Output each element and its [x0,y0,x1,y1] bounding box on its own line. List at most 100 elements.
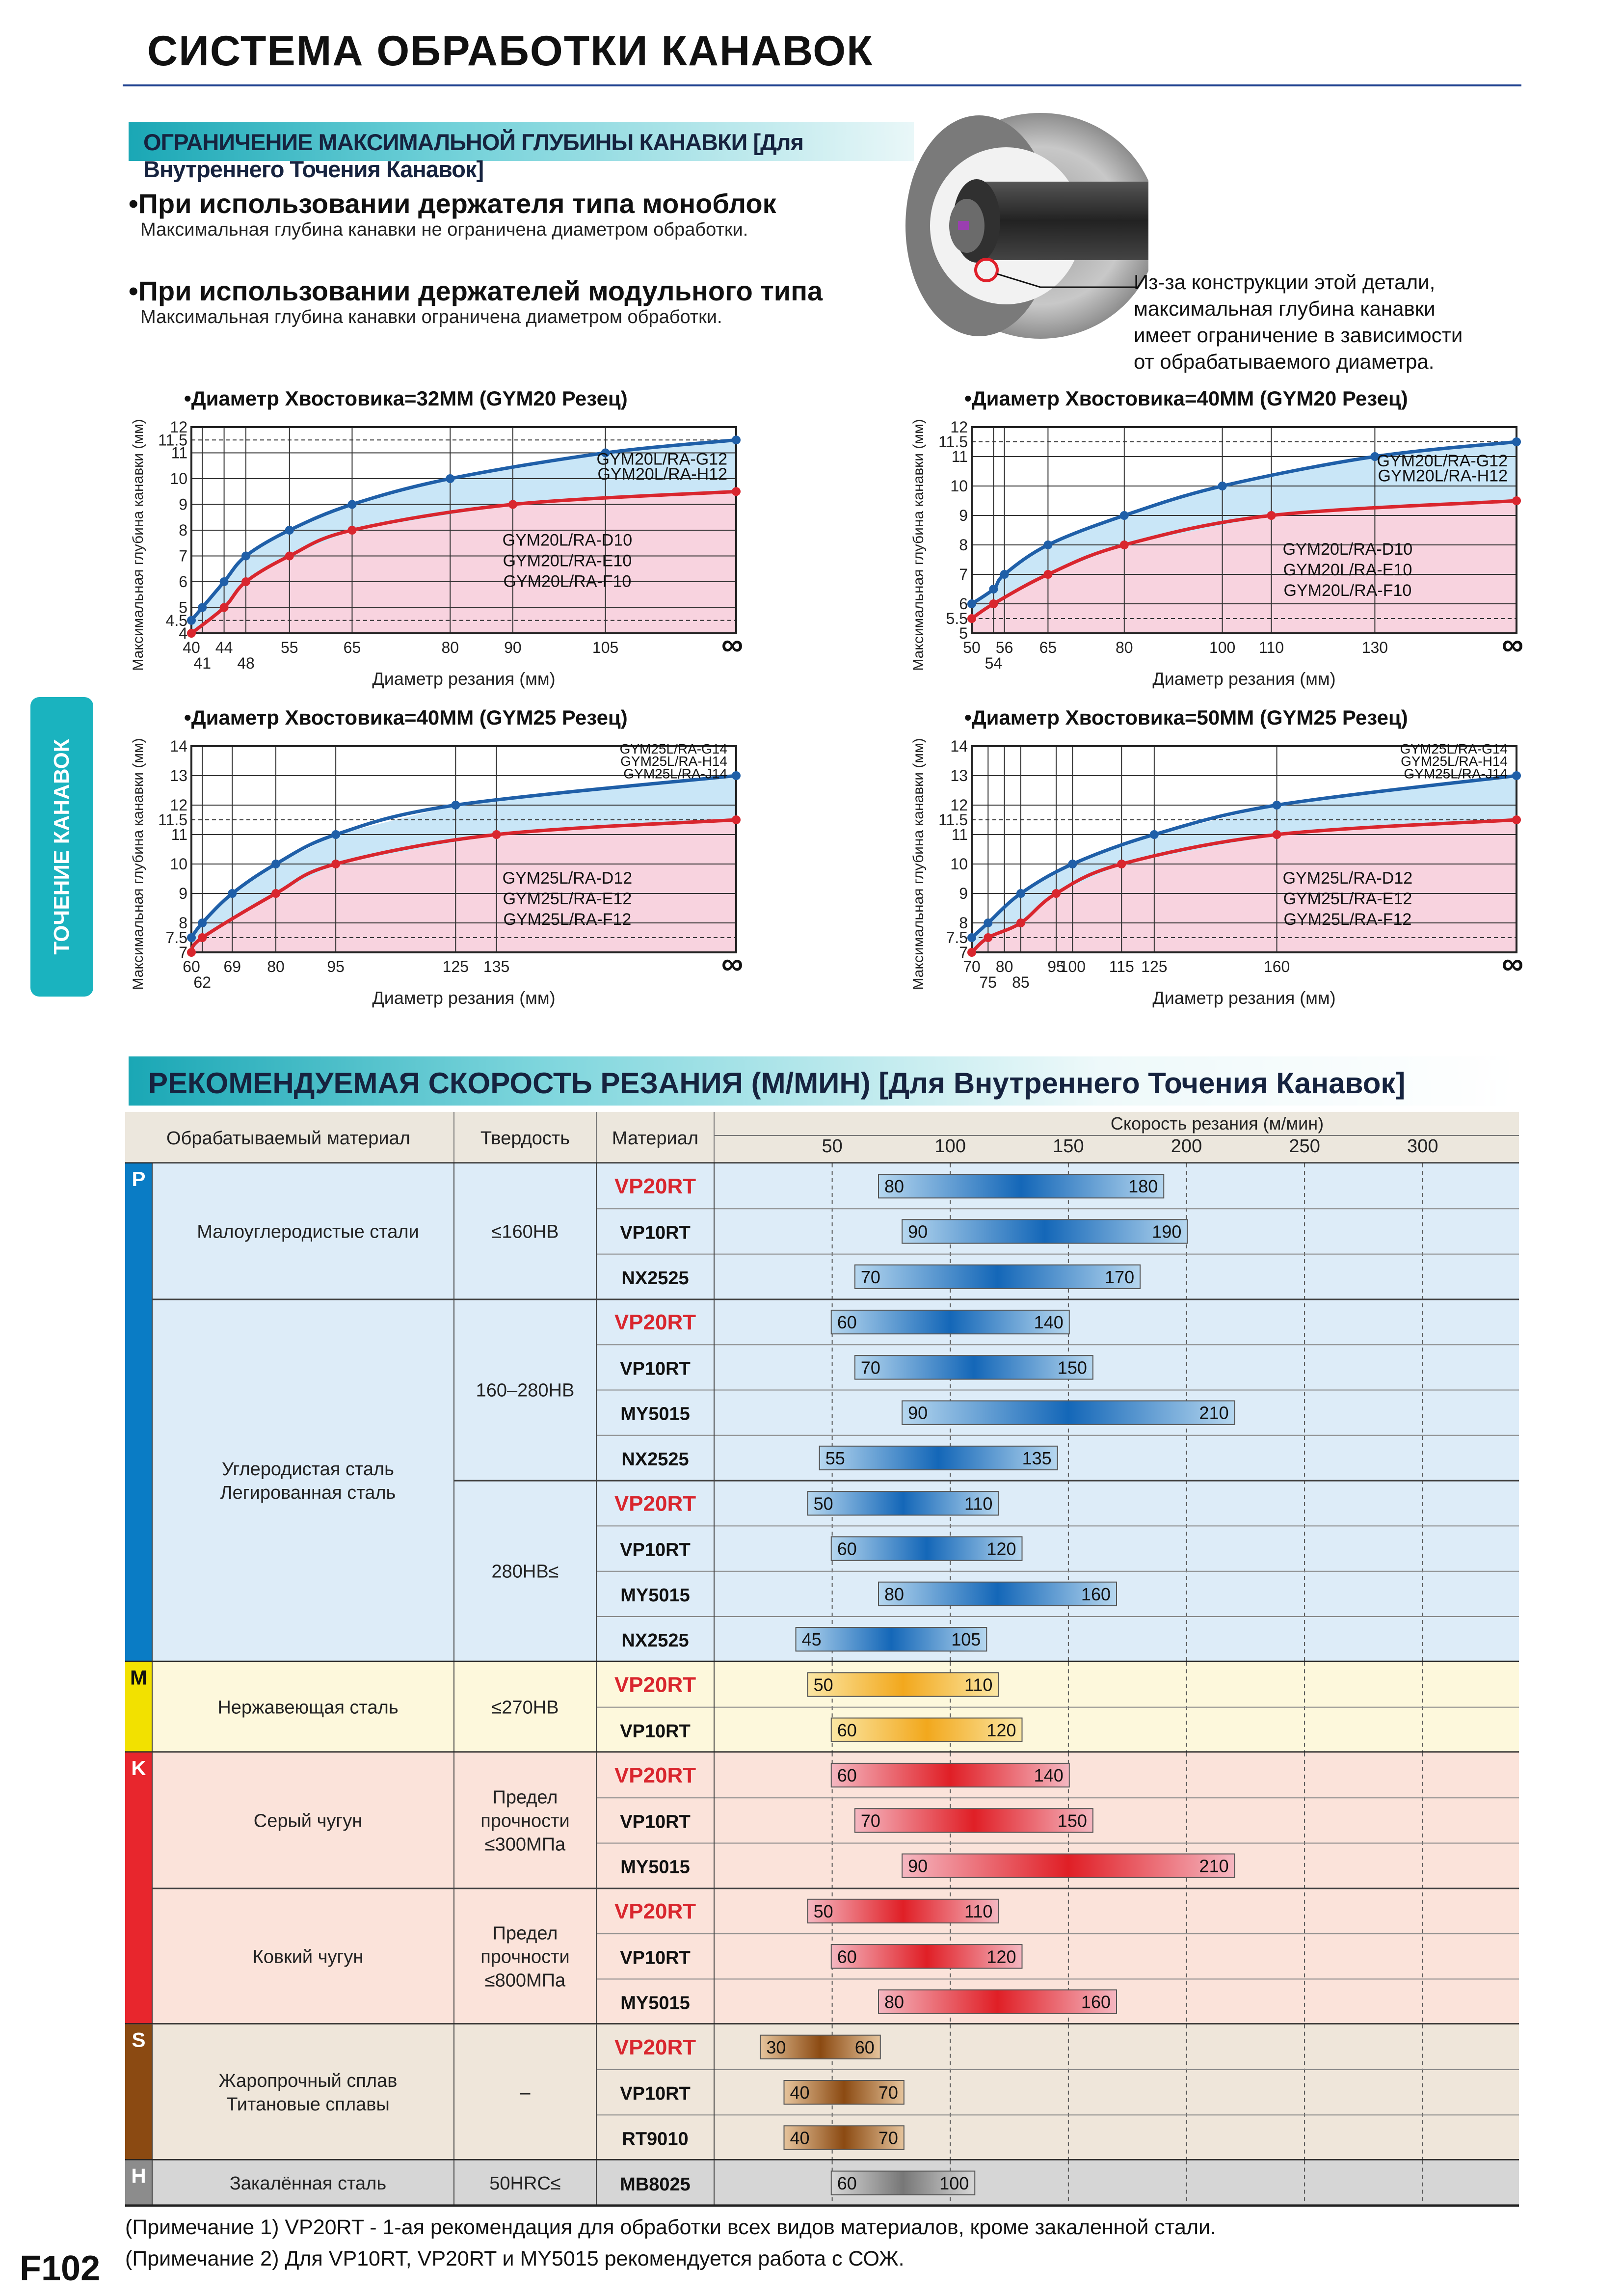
speed-min-label: 60 [837,2173,857,2193]
series-label-blue: GYM25L/RA-H14 [1401,754,1508,769]
page-number: F102 [20,2249,101,2288]
chart-title: •Диаметр Хвостовика=32ММ (GYM20 Резец) [184,387,628,410]
section-heading-depth-text: ОГРАНИЧЕНИЕ МАКСИМАЛЬНОЙ ГЛУБИНЫ КАНАВКИ… [143,129,804,182]
y-tick-label: 6 [959,595,968,613]
grade-name: NX2525 [621,1449,689,1470]
speed-max-label: 100 [939,2173,969,2193]
data-point [271,889,281,898]
chart-svg: •Диаметр Хвостовика=50ММ (GYM25 Резец) 77… [910,706,1523,1008]
x-tick-label: 80 [267,958,285,975]
data-point [198,603,207,612]
x-tick-label: 110 [1259,639,1284,656]
x-tick-label: 60 [183,958,200,975]
x-tick-label: 90 [504,639,522,656]
speed-max-label: 110 [964,1675,992,1695]
series-label-blue: GYM25L/RA-J14 [623,766,727,781]
x-tick-label: 125 [443,958,469,975]
speed-table-svg: Обрабатываемый материал Твердость Материал… [125,1112,1519,2207]
x-tick-label: 70 [963,958,981,975]
area-red [972,820,1517,952]
material-name: Титановые сплавы [226,2094,390,2115]
chart-title: •Диаметр Хвостовика=50ММ (GYM25 Резец) [964,706,1408,729]
x-tick-label: 48 [237,654,255,672]
area-blue [191,440,736,633]
y-tick-label: 11 [171,826,187,843]
speed-min-label: 55 [825,1448,845,1468]
series-label-blue: GYM25L/RA-G14 [1400,741,1508,756]
x-tick-label: 135 [483,958,509,975]
speed-scale-label: 150 [1053,1136,1084,1157]
group-code-bar [125,1163,152,1662]
data-point [1068,860,1077,868]
speed-scale-label: 50 [822,1136,842,1157]
material-name: Легированная сталь [220,1483,396,1503]
x-tick-label: 50 [963,639,981,656]
x-tick-label: 40 [183,639,200,656]
speed-scale-label: 300 [1407,1136,1438,1157]
y-tick-label: 11.5 [158,431,187,449]
data-point [1512,771,1521,780]
group-code-bar [125,1752,152,2025]
x-tick-infinity: ∞ [1502,947,1523,981]
chart-svg: •Диаметр Хвостовика=40ММ (GYM25 Резец) 77… [130,706,743,1008]
material-name: Углеродистая сталь [222,1459,394,1480]
data-point [492,830,501,839]
header-speed: Скорость резания (м/мин) [1111,1113,1324,1134]
section-heading-speed: РЕКОМЕНДУЕМАЯ СКОРОСТЬ РЕЗАНИЯ (М/МИН) [… [129,1056,1517,1106]
y-tick-label: 7.5 [946,929,968,946]
grade-name: VP10RT [620,1222,691,1243]
y-tick-label: 14 [170,737,187,755]
speed-bar [854,1808,1093,1833]
speed-min-label: 60 [837,1720,857,1740]
speed-scale-label: 250 [1289,1136,1320,1157]
chart-gym25-40: •Диаметр Хвостовика=40ММ (GYM25 Резец) 7 7… [125,702,778,1028]
data-point [732,771,741,780]
speed-min-label: 70 [861,1810,880,1831]
speed-min-label: 70 [861,1267,880,1287]
x-tick-label: 65 [1039,639,1057,656]
x-axis-label: Диаметр резания (мм) [1152,988,1335,1008]
y-tick-label: 12 [950,796,968,814]
series-label-red: GYM20L/RA-F10 [1284,581,1412,600]
speed-scale-label: 100 [935,1136,966,1157]
y-tick-label: 13 [170,767,187,784]
speed-bar [830,1536,1023,1561]
speed-min-label: 90 [908,1221,928,1242]
y-tick-label: 7 [959,566,968,583]
speed-max-label: 60 [855,2037,875,2057]
series-line-red [189,818,737,954]
data-point [989,585,998,594]
data-point [271,860,281,868]
speed-max-label: 160 [1081,1584,1111,1604]
speed-max-label: 170 [1105,1267,1134,1287]
speed-min-label: 70 [861,1357,880,1378]
area-red [191,491,736,633]
hardness-text: ≤270HB [491,1698,559,1718]
y-tick-label: 7 [179,944,187,961]
y-tick-label: 12 [170,796,187,814]
group-bg [125,2160,1519,2206]
note-line: максимальная глубина канавки [1134,297,1436,320]
group-code-bar [125,2160,152,2206]
x-tick-label: 115 [1109,958,1134,975]
x-tick-label: 80 [996,958,1013,975]
data-point [1052,889,1061,898]
material-name: Жаропрочный сплав [219,2071,398,2091]
y-tick-label: 11 [171,444,187,462]
data-point [984,918,993,927]
bullet-modular-desc: Максимальная глубина канавки ограничена … [140,307,722,327]
data-point [732,815,741,824]
speed-scale-label: 200 [1171,1136,1202,1157]
bullet-monoblock: •При использовании держателя типа монобл… [129,188,776,241]
grade-name: MB8025 [620,2174,691,2195]
x-tick-label: 54 [985,654,1003,672]
speed-max-label: 190 [1152,1221,1181,1242]
hardness-text: ≤800МПа [485,1970,566,1991]
speed-bar [830,1717,1023,1742]
hardness-text: ≤300МПа [485,1834,566,1855]
speed-bar [783,2125,905,2150]
y-tick-label: 7 [179,547,187,565]
chart-svg: •Диаметр Хвостовика=32ММ (GYM20 Резец)44… [130,387,743,689]
speed-bar [830,1944,1023,1969]
chart-gym20-40: •Диаметр Хвостовика=40ММ (GYM20 Резец) 5 5… [905,383,1558,709]
